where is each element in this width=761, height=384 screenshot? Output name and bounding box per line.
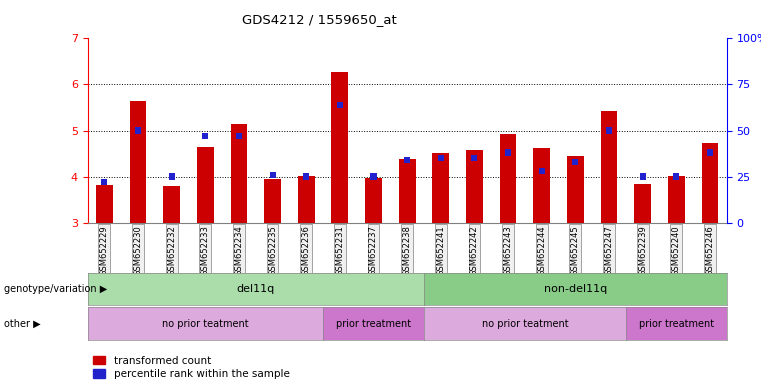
Bar bbox=[702, 144, 718, 223]
Bar bbox=[466, 150, 482, 223]
Bar bbox=[371, 174, 377, 180]
Bar bbox=[231, 124, 247, 223]
Bar bbox=[163, 186, 180, 223]
Bar bbox=[197, 147, 214, 223]
Bar bbox=[269, 172, 275, 178]
Bar bbox=[471, 155, 477, 161]
Bar bbox=[639, 174, 645, 180]
Text: del11q: del11q bbox=[237, 284, 275, 294]
Bar bbox=[668, 176, 685, 223]
Bar bbox=[129, 101, 146, 223]
Bar bbox=[332, 71, 349, 223]
Bar bbox=[236, 133, 242, 139]
Text: GDS4212 / 1559650_at: GDS4212 / 1559650_at bbox=[242, 13, 397, 26]
Text: genotype/variation ▶: genotype/variation ▶ bbox=[4, 284, 107, 294]
Bar bbox=[673, 174, 680, 180]
Bar bbox=[169, 174, 175, 180]
Bar bbox=[264, 179, 281, 223]
Bar bbox=[539, 168, 545, 174]
Bar bbox=[432, 153, 449, 223]
Bar bbox=[135, 127, 141, 134]
Bar bbox=[572, 159, 578, 165]
Text: other ▶: other ▶ bbox=[4, 318, 40, 329]
Bar bbox=[399, 159, 416, 223]
Text: no prior teatment: no prior teatment bbox=[482, 318, 568, 329]
Bar bbox=[303, 174, 309, 180]
Bar bbox=[505, 149, 511, 156]
Bar bbox=[567, 156, 584, 223]
Bar bbox=[298, 176, 314, 223]
Text: no prior teatment: no prior teatment bbox=[162, 318, 249, 329]
Bar bbox=[606, 127, 612, 134]
Text: non-del11q: non-del11q bbox=[543, 284, 607, 294]
Bar bbox=[600, 111, 617, 223]
Bar bbox=[365, 178, 382, 223]
Bar bbox=[634, 184, 651, 223]
Bar bbox=[202, 133, 209, 139]
Bar bbox=[337, 101, 343, 108]
Bar bbox=[500, 134, 517, 223]
Bar bbox=[533, 148, 550, 223]
Bar bbox=[707, 149, 713, 156]
Text: prior treatment: prior treatment bbox=[336, 318, 411, 329]
Legend: transformed count, percentile rank within the sample: transformed count, percentile rank withi… bbox=[93, 356, 289, 379]
Text: prior treatment: prior treatment bbox=[638, 318, 714, 329]
Bar bbox=[404, 157, 410, 163]
Bar bbox=[438, 155, 444, 161]
Bar bbox=[96, 185, 113, 223]
Bar bbox=[101, 179, 107, 185]
